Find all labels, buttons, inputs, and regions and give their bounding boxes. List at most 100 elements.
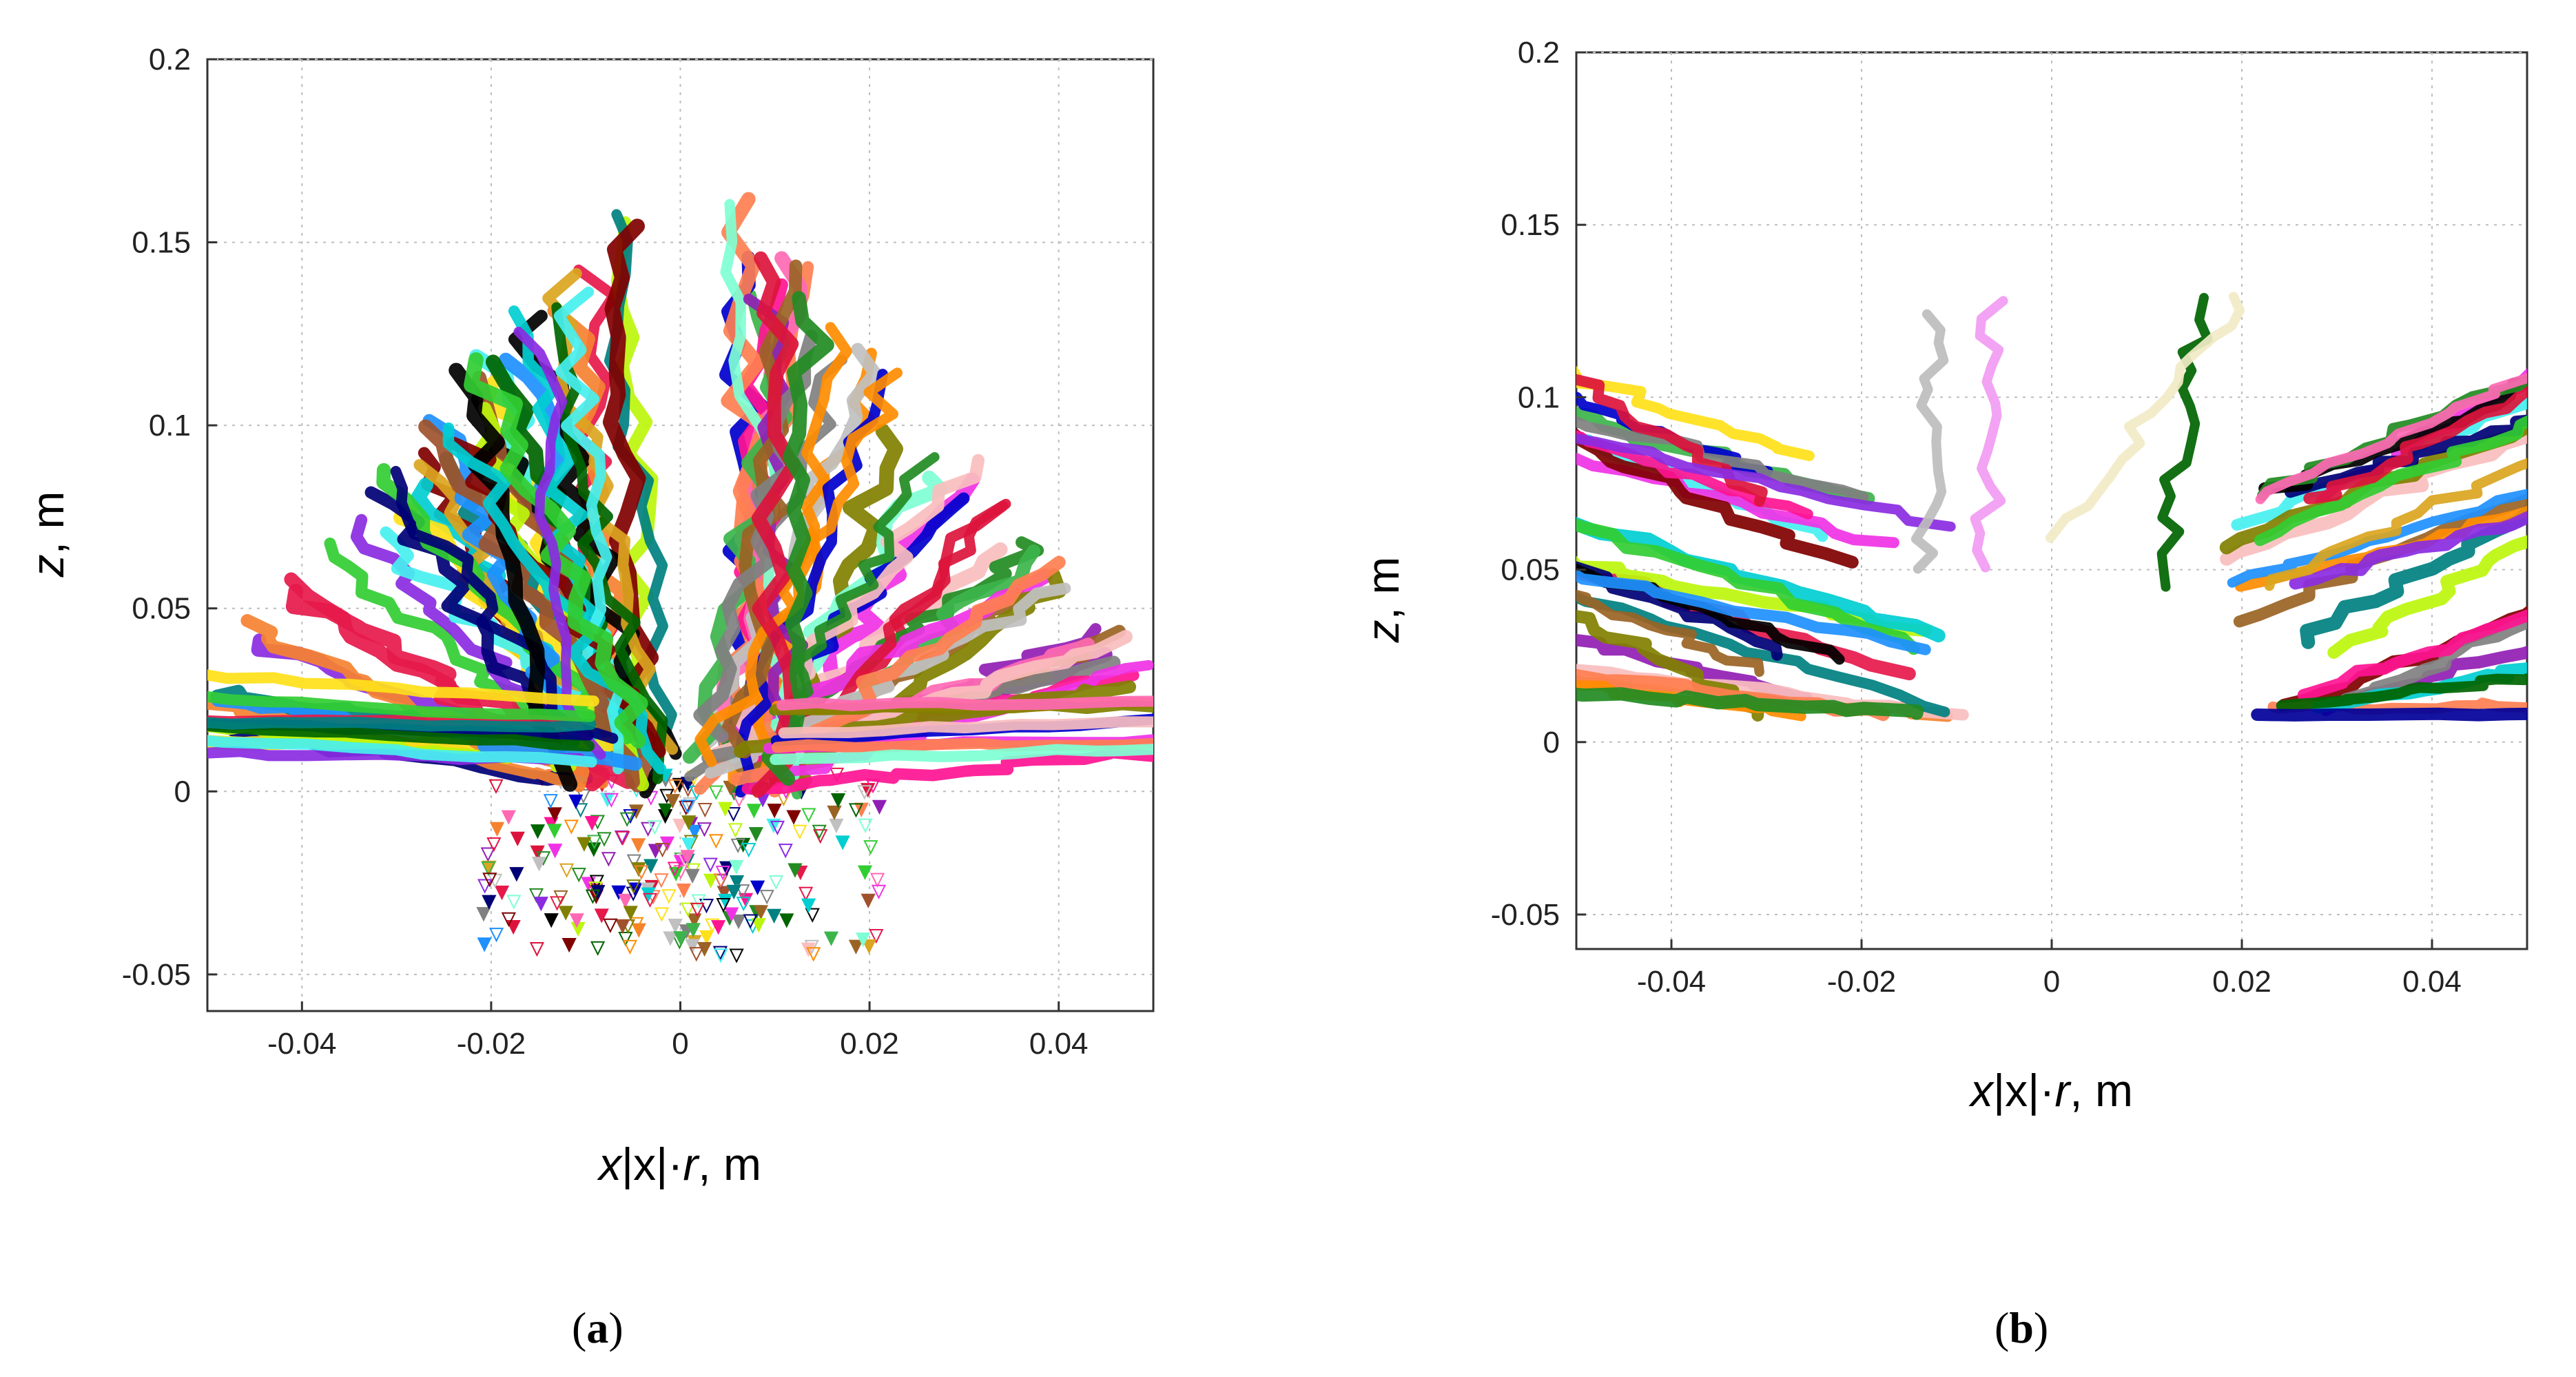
trajectory-marker bbox=[547, 824, 562, 839]
trajectory-marker bbox=[477, 879, 493, 894]
trajectory-marker bbox=[827, 805, 842, 821]
trajectory-marker bbox=[622, 939, 638, 955]
trajectory-marker bbox=[647, 820, 662, 835]
trajectory-marker bbox=[726, 884, 741, 900]
trajectory-marker bbox=[587, 835, 602, 850]
trajectory-marker bbox=[855, 932, 871, 948]
y-tick-label: 0.1 bbox=[1518, 380, 1560, 414]
trajectory bbox=[2276, 673, 2527, 711]
trajectory-marker bbox=[679, 800, 694, 816]
trajectory-marker bbox=[743, 914, 758, 929]
trajectory-marker bbox=[869, 873, 885, 888]
trajectory-marker bbox=[792, 824, 807, 840]
trajectory-marker bbox=[584, 816, 599, 831]
trajectory-marker bbox=[489, 822, 505, 837]
trajectory-marker bbox=[857, 785, 872, 800]
trajectory-marker bbox=[719, 861, 734, 876]
trajectory-marker bbox=[724, 907, 739, 922]
trajectory-marker bbox=[528, 888, 544, 904]
trajectory-marker bbox=[568, 794, 584, 810]
trajectory-marker bbox=[848, 939, 864, 955]
x-tick-label: -0.04 bbox=[1637, 965, 1706, 999]
trajectory-marker bbox=[680, 850, 695, 865]
trajectory-marker bbox=[577, 837, 592, 852]
trajectory-marker bbox=[750, 880, 765, 895]
trajectory-marker bbox=[547, 807, 562, 822]
trajectory bbox=[207, 717, 597, 733]
trajectory-marker bbox=[586, 842, 601, 857]
trajectory-marker bbox=[642, 892, 658, 908]
trajectory-marker bbox=[829, 818, 844, 834]
grid-a bbox=[207, 59, 1153, 1011]
trajectory bbox=[2251, 707, 2527, 722]
trajectory bbox=[2255, 373, 2527, 504]
trajectory-marker bbox=[731, 915, 746, 930]
trajectory-marker bbox=[667, 861, 682, 877]
trajectory-marker bbox=[594, 908, 609, 924]
trajectory-marker bbox=[501, 912, 516, 928]
trajectory-marker bbox=[708, 834, 723, 849]
trajectory-marker bbox=[618, 931, 633, 947]
trajectory-marker bbox=[798, 886, 814, 901]
trajectory-marker bbox=[699, 899, 714, 914]
trajectory bbox=[776, 695, 1153, 711]
trajectory bbox=[1576, 687, 1924, 720]
trajectory-marker bbox=[858, 818, 873, 834]
trajectory bbox=[2156, 293, 2213, 592]
trajectory-marker bbox=[689, 947, 704, 962]
trajectory-marker bbox=[685, 939, 700, 954]
trajectory-marker bbox=[486, 837, 502, 853]
trajectory bbox=[1970, 296, 2008, 573]
trajectory-marker bbox=[787, 863, 803, 878]
trajectory-marker bbox=[768, 875, 784, 890]
trajectory bbox=[770, 744, 1153, 765]
x-tick-label: 0.02 bbox=[2212, 965, 2271, 999]
trajectory-marker bbox=[559, 863, 575, 878]
x-axis-label-b: x|x|·r, m bbox=[1968, 1065, 2133, 1116]
trajectory-marker bbox=[480, 847, 495, 862]
trajectory-marker bbox=[477, 937, 492, 952]
trajectory-marker bbox=[751, 918, 766, 933]
trajectory-marker bbox=[801, 898, 816, 913]
x-tick-label: 0.04 bbox=[2402, 965, 2462, 999]
trajectory-marker bbox=[848, 803, 864, 818]
y-tick-label: 0 bbox=[174, 775, 191, 808]
trajectory-marker bbox=[681, 815, 697, 830]
trajectory-marker bbox=[748, 827, 763, 842]
trajectory-marker bbox=[623, 809, 638, 824]
trajectory-marker bbox=[872, 799, 887, 815]
trajectory bbox=[1576, 518, 1920, 655]
x-tick-label: -0.02 bbox=[457, 1027, 526, 1061]
trajectory-marker bbox=[585, 889, 600, 904]
y-tick-label: -0.05 bbox=[122, 958, 191, 992]
trajectory bbox=[1576, 569, 1931, 655]
y-tick-label: 0.2 bbox=[1518, 36, 1560, 70]
trajectory-marker bbox=[806, 947, 821, 962]
trajectory-marker bbox=[703, 857, 718, 873]
trajectory-marker bbox=[501, 810, 516, 825]
trajectory-marker bbox=[548, 844, 563, 859]
trajectory-marker bbox=[619, 812, 635, 827]
y-tick-label: 0.2 bbox=[149, 43, 191, 76]
trajectory-marker bbox=[482, 895, 497, 910]
trajectory-marker bbox=[681, 837, 697, 853]
trajectory bbox=[769, 452, 940, 748]
y-axis-label-b: z, m bbox=[1357, 557, 1408, 644]
y-axis-label-a: z, m bbox=[22, 491, 73, 578]
trajectory-marker bbox=[543, 794, 558, 809]
trajectory-marker bbox=[626, 886, 641, 901]
trajectory-marker bbox=[746, 804, 761, 819]
trajectory-marker bbox=[558, 906, 573, 921]
trajectory-marker bbox=[673, 931, 688, 946]
yticks-b: -0.05 0 0.05 0.1 0.15 0.2 bbox=[1491, 36, 1586, 932]
trajectory-marker bbox=[778, 844, 793, 859]
trajectory-marker bbox=[699, 930, 714, 946]
trajectory-marker bbox=[476, 907, 491, 922]
trajectory-marker bbox=[573, 803, 588, 818]
trajectory-marker bbox=[488, 928, 504, 943]
panel-b: -0.04 -0.02 0 0.02 0.04 -0.05 0 0.05 0.1 0.15 0.2… bbox=[1357, 36, 2528, 1116]
trajectory-marker bbox=[863, 840, 878, 855]
trajectory bbox=[2046, 292, 2245, 543]
trajectory-marker bbox=[680, 902, 696, 917]
trajectory-marker bbox=[510, 831, 525, 846]
